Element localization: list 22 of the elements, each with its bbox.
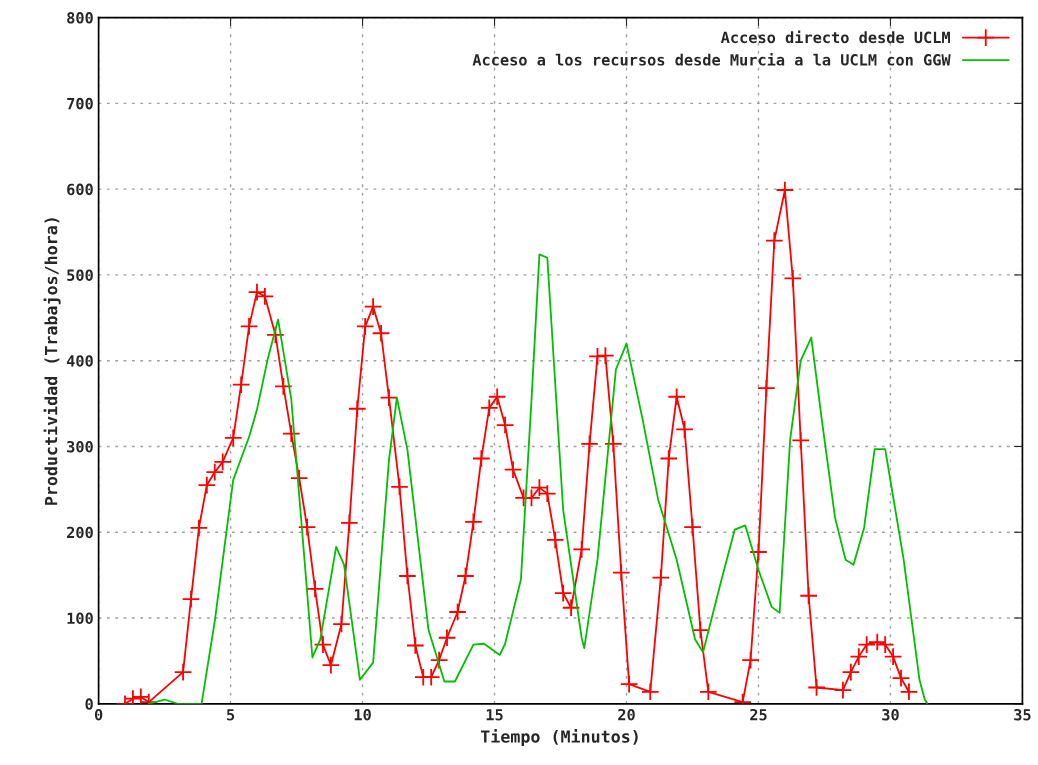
y-tick-label: 400 bbox=[66, 355, 93, 367]
x-tick-label: 5 bbox=[227, 709, 235, 721]
x-tick-label: 15 bbox=[486, 709, 503, 721]
x-tick-label: 30 bbox=[882, 708, 899, 721]
legend-label: Acceso a los recursos desde Murcia a la UCLM con GGW bbox=[472, 52, 951, 66]
legend-label: Acceso directo desde UCLM bbox=[720, 30, 950, 44]
y-tick-label: 200 bbox=[67, 526, 93, 539]
x-tick-label: 20 bbox=[618, 708, 635, 721]
x-tick-label: 10 bbox=[354, 708, 371, 721]
y-tick-label: 600 bbox=[67, 183, 93, 196]
y-tick-label: 700 bbox=[67, 97, 93, 110]
y-tick-label: 300 bbox=[67, 440, 93, 453]
y-tick-label: 0 bbox=[85, 698, 93, 710]
x-tick-label: 0 bbox=[94, 708, 103, 721]
x-tick-label: 25 bbox=[750, 708, 767, 721]
x-tick-label: 35 bbox=[1014, 708, 1031, 721]
y-tick-label: 100 bbox=[67, 612, 93, 625]
y-axis-title: Productividad (Trabajos/hora) bbox=[43, 218, 61, 505]
y-tick-label: 800 bbox=[67, 12, 93, 24]
x-axis-title: Tiempo (Minutos) bbox=[480, 729, 638, 747]
y-tick-label: 500 bbox=[67, 269, 93, 281]
line-series bbox=[147, 253, 929, 704]
